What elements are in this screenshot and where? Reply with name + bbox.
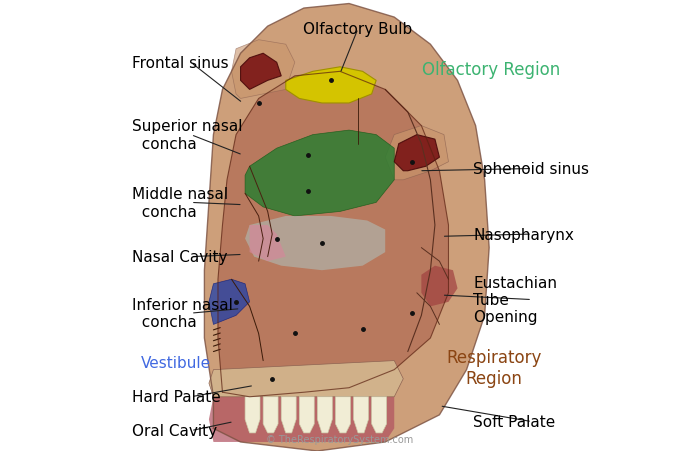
Polygon shape [218, 72, 449, 397]
Polygon shape [385, 126, 449, 180]
Text: Middle nasal
  concha: Middle nasal concha [132, 187, 228, 219]
Text: Respiratory
Region: Respiratory Region [446, 348, 541, 387]
Polygon shape [231, 41, 295, 99]
Polygon shape [282, 397, 296, 433]
Polygon shape [205, 5, 489, 451]
Text: Olfactory Bulb: Olfactory Bulb [303, 22, 413, 37]
Polygon shape [286, 68, 376, 104]
Text: Olfactory Region: Olfactory Region [422, 61, 560, 79]
Text: Soft Palate: Soft Palate [473, 414, 556, 429]
Polygon shape [245, 216, 385, 271]
Polygon shape [245, 131, 394, 216]
Polygon shape [335, 397, 350, 433]
Polygon shape [250, 226, 286, 262]
Polygon shape [318, 397, 333, 433]
Text: Nasopharynx: Nasopharynx [473, 227, 574, 242]
Text: Frontal sinus: Frontal sinus [132, 55, 228, 71]
Polygon shape [354, 397, 369, 433]
Polygon shape [422, 266, 458, 307]
Polygon shape [372, 397, 386, 433]
Polygon shape [241, 54, 282, 90]
Text: Sphenoid sinus: Sphenoid sinus [473, 161, 590, 177]
Polygon shape [209, 361, 403, 397]
Polygon shape [299, 397, 314, 433]
Text: © TheRespiratorySystem.com: © TheRespiratorySystem.com [267, 434, 413, 444]
Polygon shape [245, 397, 260, 433]
Text: Oral Cavity: Oral Cavity [132, 423, 217, 438]
Polygon shape [263, 397, 278, 433]
Polygon shape [209, 397, 394, 442]
Text: Hard Palate: Hard Palate [132, 389, 221, 405]
Text: Superior nasal
  concha: Superior nasal concha [132, 119, 243, 152]
Polygon shape [209, 280, 250, 325]
Text: Inferior nasal
  concha: Inferior nasal concha [132, 297, 233, 330]
Text: Eustachian
Tube
Opening: Eustachian Tube Opening [473, 275, 558, 325]
Text: Vestibule: Vestibule [141, 355, 211, 371]
Text: Nasal Cavity: Nasal Cavity [132, 249, 228, 265]
Polygon shape [394, 135, 439, 171]
